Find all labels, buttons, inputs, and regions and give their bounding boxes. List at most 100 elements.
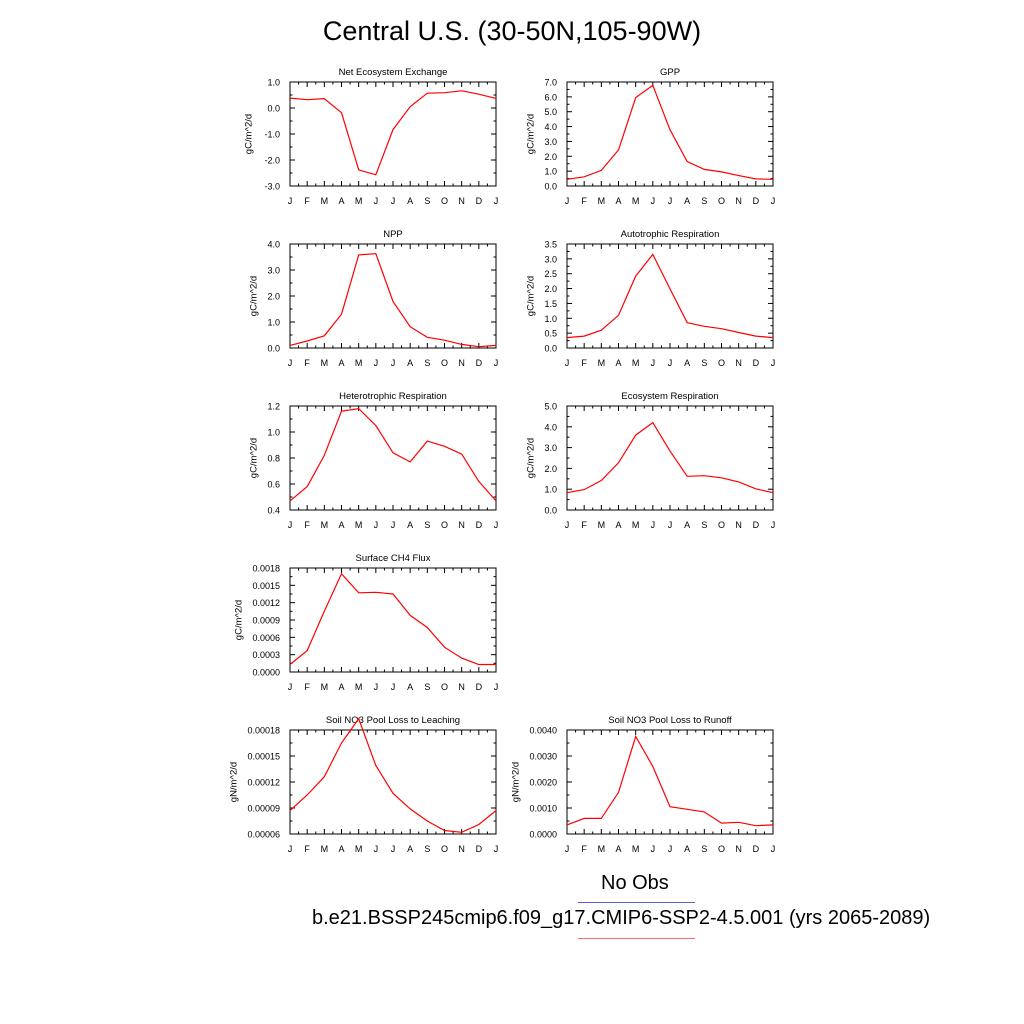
y-tick-label: 3.0: [544, 137, 557, 147]
x-tick-label: F: [304, 358, 310, 368]
x-tick-label: A: [338, 844, 344, 854]
panel-8: J F M A M J J A S O N D J0.000060.000090.000120.0001…: [228, 715, 498, 854]
y-tick-label: 1.2: [267, 402, 280, 412]
x-tick-label: A: [407, 520, 413, 530]
series-line: [566, 735, 774, 827]
x-tick-label: J: [288, 196, 293, 206]
y-tick-label: 0.0006: [252, 633, 280, 643]
x-tick-label: A: [684, 196, 690, 206]
y-tick-label: 0.00012: [247, 778, 280, 788]
x-tick-label: J: [391, 196, 396, 206]
x-tick-label: J: [374, 520, 379, 530]
x-tick-label: S: [424, 358, 430, 368]
y-tick-label: 0.0012: [252, 598, 280, 608]
y-tick-label: 0.6: [267, 480, 280, 490]
plot-frame: [566, 243, 774, 349]
y-axis-label: gN/m^2/d: [510, 762, 521, 802]
plot-frame: [289, 81, 497, 187]
panel-title: GPP: [660, 67, 680, 78]
x-tick-label: O: [718, 196, 725, 206]
y-tick-label: 0.8: [267, 454, 280, 464]
x-tick-label: J: [391, 520, 396, 530]
x-tick-label: D: [476, 682, 483, 692]
panel-2: J F M A M J J A S O N D J0.01.02.03.04.05.06.07.0GPP…: [526, 67, 776, 206]
x-tick-label: S: [701, 844, 707, 854]
series-line: [289, 717, 497, 833]
y-tick-label: 0.00015: [247, 752, 280, 762]
x-tick-label: M: [321, 196, 329, 206]
x-tick-label: S: [424, 844, 430, 854]
legend-obs-label: No Obs: [601, 872, 669, 894]
x-tick-label: J: [651, 196, 656, 206]
panel-title: Heterotrophic Respiration: [339, 391, 447, 402]
panel-7: J F M A M J J A S O N D J0.00000.00030.00060.00090.0…: [233, 553, 498, 692]
y-tick-label: 1.0: [544, 314, 557, 324]
x-tick-label: M: [632, 358, 640, 368]
y-tick-label: 0.0: [544, 344, 557, 354]
x-tick-label: N: [735, 520, 742, 530]
y-tick-label: 0.4: [267, 506, 280, 516]
x-tick-label: J: [565, 358, 570, 368]
x-tick-label: M: [598, 196, 606, 206]
y-tick-label: 0.0009: [252, 616, 280, 626]
y-tick-label: 0.0: [267, 104, 280, 114]
plot-frame: [566, 405, 774, 511]
x-tick-label: F: [581, 196, 587, 206]
x-tick-label: J: [668, 844, 673, 854]
x-tick-label: J: [391, 358, 396, 368]
y-tick-label: 4.0: [544, 422, 557, 432]
x-tick-label: M: [355, 520, 363, 530]
x-tick-label: M: [355, 844, 363, 854]
x-tick-label: M: [355, 358, 363, 368]
x-tick-label: O: [441, 682, 448, 692]
x-tick-label: A: [684, 520, 690, 530]
legend-model-line: [578, 938, 695, 939]
y-tick-label: 3.5: [544, 240, 557, 250]
x-tick-label: J: [288, 844, 293, 854]
x-tick-label: N: [735, 358, 742, 368]
x-tick-label: J: [288, 358, 293, 368]
y-tick-label: 0.5: [544, 329, 557, 339]
x-tick-label: O: [441, 520, 448, 530]
x-tick-label: D: [753, 844, 760, 854]
x-tick-label: A: [615, 520, 621, 530]
x-tick-label: J: [565, 196, 570, 206]
page-title: Central U.S. (30-50N,105-90W): [322, 16, 702, 46]
x-tick-label: M: [598, 844, 606, 854]
y-tick-label: 0.0: [544, 182, 557, 192]
x-tick-label: D: [476, 844, 483, 854]
panel-9: J F M A M J J A S O N D J0.00000.00100.00200.00300.0…: [510, 715, 775, 854]
x-tick-label: A: [407, 196, 413, 206]
x-tick-label: A: [338, 520, 344, 530]
y-tick-label: 4.0: [267, 240, 280, 250]
y-tick-label: 5.0: [544, 402, 557, 412]
series-line: [566, 84, 774, 180]
panel-title: Net Ecosystem Exchange: [339, 67, 448, 78]
x-tick-label: J: [651, 844, 656, 854]
x-tick-label: J: [771, 358, 776, 368]
y-tick-label: 0.0040: [529, 726, 557, 736]
x-tick-label: J: [494, 196, 499, 206]
x-tick-label: D: [476, 196, 483, 206]
y-tick-label: 1.0: [544, 485, 557, 495]
x-tick-label: S: [701, 196, 707, 206]
y-axis-label: gC/m^2/d: [249, 276, 260, 316]
x-tick-label: D: [476, 520, 483, 530]
panel-title: NPP: [383, 229, 403, 240]
x-tick-label: A: [684, 358, 690, 368]
x-tick-label: A: [615, 358, 621, 368]
x-tick-label: J: [391, 682, 396, 692]
plot-frame: [289, 405, 497, 511]
y-axis-label: gC/m^2/d: [249, 438, 260, 478]
x-tick-label: A: [338, 358, 344, 368]
x-tick-label: J: [651, 520, 656, 530]
series-line: [289, 90, 497, 176]
y-axis-label: gC/m^2/d: [526, 114, 537, 154]
x-tick-label: D: [753, 196, 760, 206]
y-tick-label: 0.0015: [252, 581, 280, 591]
x-tick-label: O: [718, 844, 725, 854]
y-tick-label: 1.0: [544, 167, 557, 177]
x-tick-label: A: [338, 196, 344, 206]
y-tick-label: 3.0: [544, 254, 557, 264]
